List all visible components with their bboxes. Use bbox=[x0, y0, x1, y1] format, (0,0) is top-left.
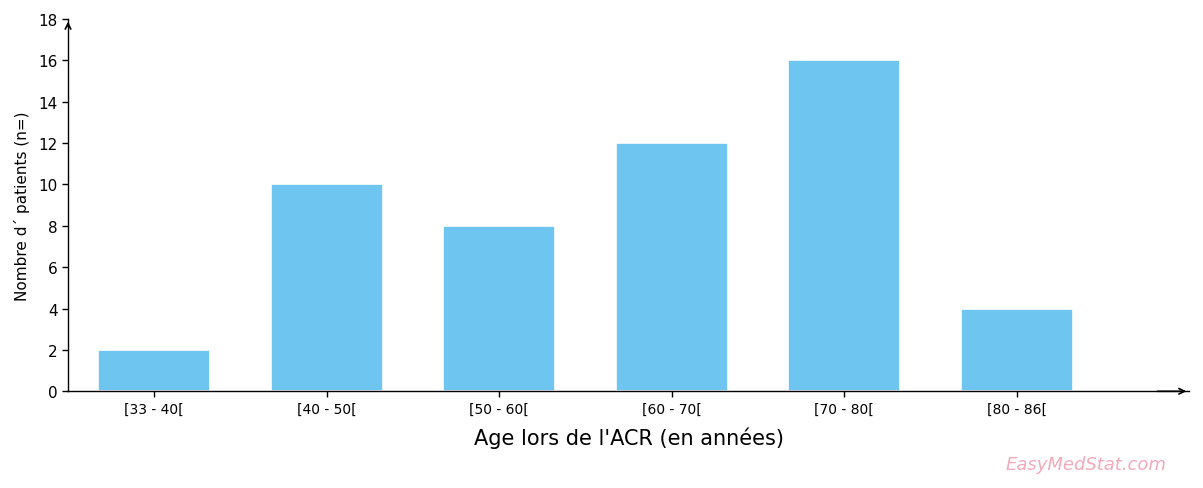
Bar bbox=[960, 309, 1073, 391]
Bar bbox=[99, 350, 211, 391]
Text: EasyMedStat.com: EasyMedStat.com bbox=[1006, 455, 1167, 473]
X-axis label: Age lors de l'ACR (en années): Age lors de l'ACR (en années) bbox=[474, 427, 783, 448]
Bar bbox=[788, 61, 900, 391]
Bar bbox=[443, 226, 556, 391]
Bar bbox=[616, 144, 728, 391]
Y-axis label: Nombre d´ patients (n=): Nombre d´ patients (n=) bbox=[14, 111, 30, 300]
Bar bbox=[271, 185, 383, 391]
